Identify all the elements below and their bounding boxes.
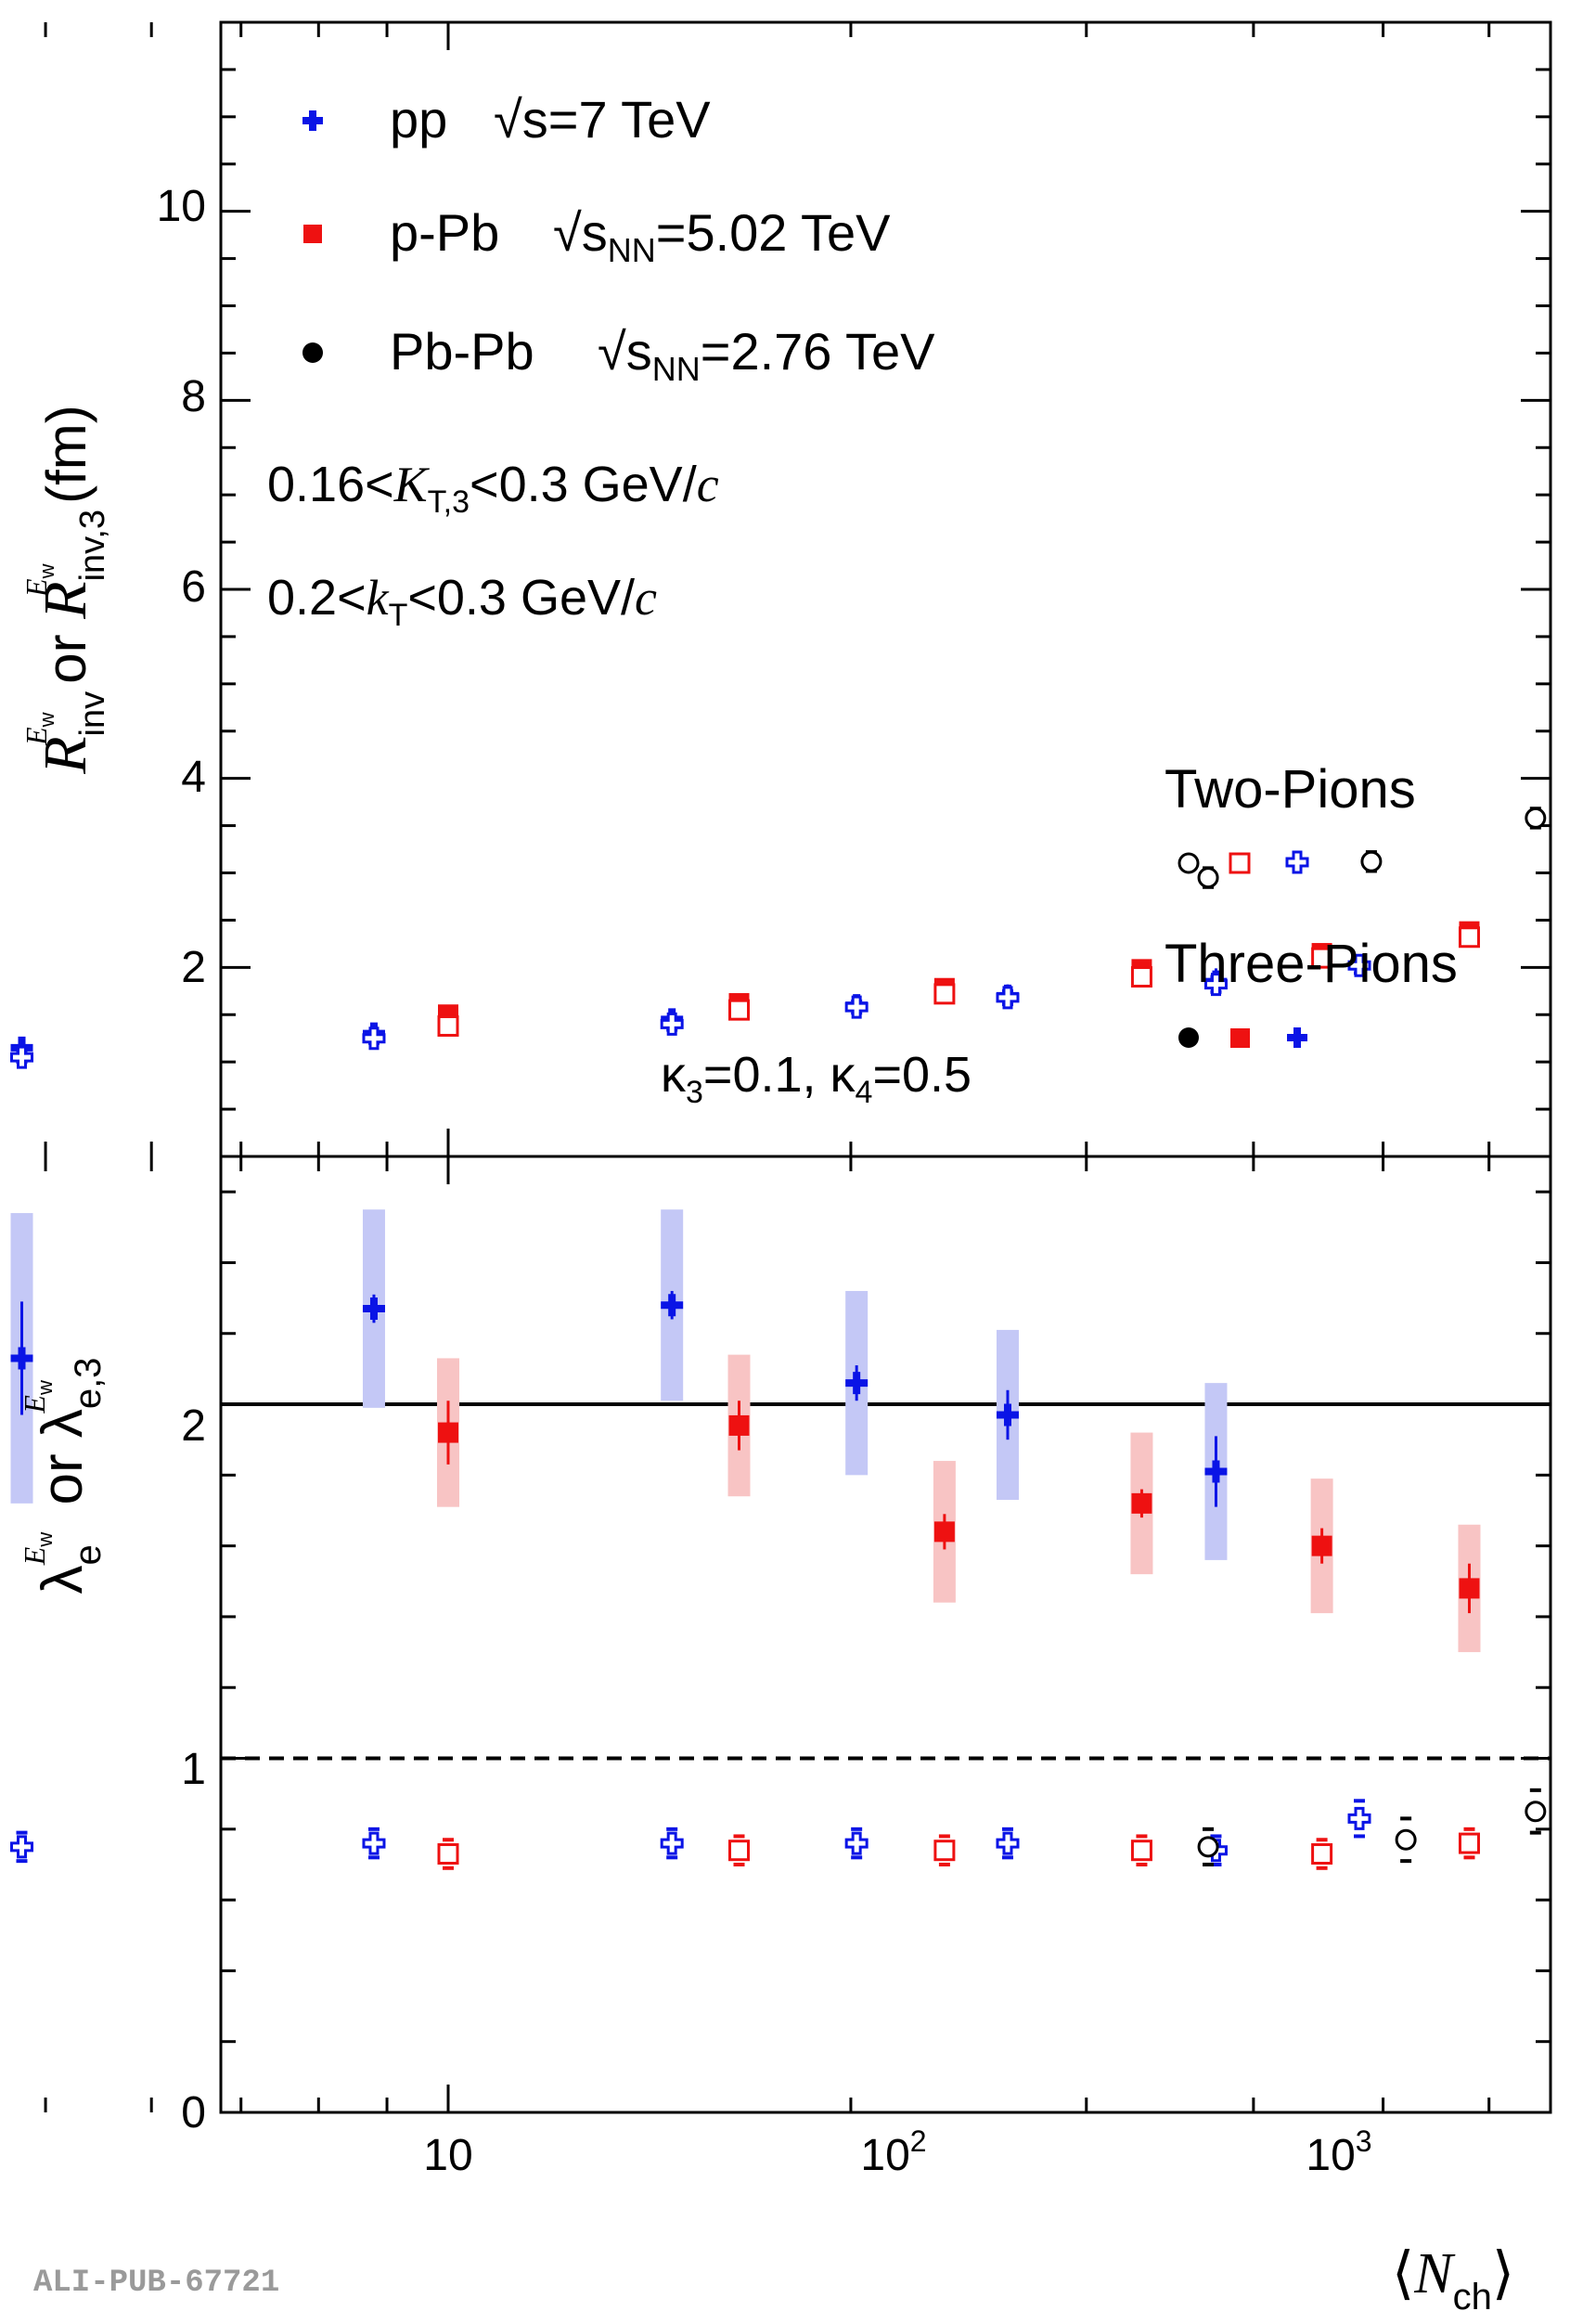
bottom-y-axis-title: λeEw or λe,3Ew bbox=[18, 1358, 109, 1595]
data-point-ppb-two-pion bbox=[728, 999, 751, 1021]
legend-marker-pp bbox=[302, 110, 323, 131]
data-point-ppb-two-pion bbox=[933, 983, 956, 1005]
data-point-ppb-three-pion bbox=[1459, 1578, 1480, 1599]
data-point-pp-two-pion bbox=[996, 986, 1020, 1010]
bottom-y-tick-labels: 0 1 2 bbox=[181, 1401, 206, 2137]
data-point-ppb-two-pion bbox=[437, 1014, 459, 1037]
data-point-pp-two-pion bbox=[660, 1831, 684, 1855]
bottom-y-tick-label: 2 bbox=[181, 1401, 206, 1451]
legend-marker-ppb bbox=[303, 225, 322, 243]
data-point-pp-two-pion bbox=[1347, 1806, 1371, 1830]
data-point-ppb-three-pion bbox=[1131, 1492, 1152, 1514]
data-point-ppb-two-pion bbox=[1311, 1843, 1333, 1866]
data-point-ppb-three-pion bbox=[728, 1414, 750, 1436]
bottom-y-tick-label: 0 bbox=[181, 2088, 206, 2137]
legend: pp √s=7 TeV p-Pb √sNN=5.02 TeV Pb-Pb √sN… bbox=[302, 90, 935, 388]
data-point-ppb-two-pion bbox=[437, 1843, 459, 1866]
top-y-tick-label: 8 bbox=[181, 372, 206, 421]
two-pions-label: Two-Pions bbox=[1165, 759, 1416, 820]
data-point-ppb-three-pion bbox=[438, 1422, 458, 1443]
data-point-ppb-three-pion bbox=[1311, 1535, 1332, 1556]
data-point-ppb-two-pion bbox=[1130, 966, 1152, 988]
data-point-ppb-two-pion bbox=[1458, 1832, 1480, 1854]
kappa-label: κ3=0.1, κ4=0.5 bbox=[661, 1047, 972, 1110]
data-point-pp-two-pion bbox=[10, 1835, 34, 1859]
bottom-y-tick-label: 1 bbox=[181, 1745, 206, 1794]
top-y-tick-labels: 2 4 6 8 10 bbox=[157, 182, 206, 992]
data-point-pp-two-pion bbox=[362, 1026, 386, 1051]
data-point-pbpb-two-pion bbox=[1395, 1828, 1417, 1851]
two-pion-marker-pp bbox=[1285, 850, 1309, 874]
legend-label-pbpb: Pb-Pb bbox=[390, 322, 534, 381]
data-point-pbpb-two-pion bbox=[1197, 867, 1219, 889]
data-point-ppb-two-pion bbox=[1311, 947, 1333, 969]
data-point-ppb-two-pion bbox=[933, 1840, 956, 1862]
top-y-tick-label: 10 bbox=[157, 182, 206, 231]
data-point-pp-two-pion bbox=[996, 1831, 1020, 1855]
data-point-pp-three-pion bbox=[10, 1347, 33, 1370]
data-point-pp-two-pion bbox=[844, 995, 869, 1019]
data-point-pp-two-pion bbox=[10, 1045, 34, 1069]
legend-energy-pp: √s=7 TeV bbox=[494, 90, 711, 148]
data-point-ppb-two-pion bbox=[728, 1840, 751, 1862]
data-point-pp-three-pion bbox=[996, 1403, 1019, 1427]
data-point-pbpb-two-pion bbox=[1360, 850, 1383, 872]
data-markers bbox=[10, 807, 1547, 1866]
top-y-tick-label: 6 bbox=[181, 562, 206, 612]
axis-ticks bbox=[44, 20, 1551, 2114]
legend-label-pp: pp bbox=[390, 90, 447, 148]
data-point-pp-two-pion bbox=[362, 1831, 386, 1855]
x-tick-label: 10 bbox=[423, 2131, 472, 2180]
three-pions-label: Three-Pions bbox=[1165, 934, 1458, 994]
legend-energy-pbpb: √sNN=2.76 TeV bbox=[598, 322, 935, 388]
three-pion-marker-ppb bbox=[1230, 1028, 1250, 1048]
legend-marker-pbpb bbox=[302, 342, 323, 363]
watermark: ALI-PUB-67721 bbox=[33, 2266, 279, 2301]
data-point-pbpb-two-pion bbox=[1197, 1836, 1219, 1858]
top-y-axis-title: RinvEw or Rinv,3Ew (fm) bbox=[19, 405, 112, 775]
three-pion-marker-pbpb bbox=[1178, 1027, 1199, 1048]
two-pion-marker-ppb bbox=[1229, 852, 1251, 874]
kt3-cut-label: 0.16<KT,3<0.3 GeV/c bbox=[267, 457, 719, 520]
data-point-ppb-two-pion bbox=[1130, 1840, 1152, 1862]
top-y-tick-label: 4 bbox=[181, 753, 206, 802]
legend-energy-ppb: √sNN=5.02 TeV bbox=[553, 203, 891, 269]
data-point-pp-two-pion bbox=[1347, 953, 1371, 977]
data-point-pp-three-pion bbox=[661, 1294, 684, 1317]
data-point-pp-three-pion bbox=[1204, 1460, 1228, 1483]
kt-cut-label: 0.2<kT<0.3 GeV/c bbox=[267, 570, 657, 633]
data-point-pbpb-two-pion bbox=[1525, 1801, 1547, 1823]
x-axis-title: ⟨Nch⟩ bbox=[1392, 2241, 1514, 2318]
data-point-pp-three-pion bbox=[362, 1298, 385, 1321]
data-point-ppb-two-pion bbox=[1458, 926, 1480, 949]
bottom-panel-frame bbox=[219, 1155, 1552, 2114]
data-point-pbpb-two-pion bbox=[1525, 807, 1547, 829]
data-point-pp-three-pion bbox=[845, 1372, 869, 1395]
pion-legend: Two-Pions Three-Pions bbox=[1165, 759, 1458, 1048]
data-point-ppb-three-pion bbox=[933, 1521, 955, 1543]
two-pion-marker-pbpb bbox=[1178, 852, 1200, 874]
data-point-pp-two-pion bbox=[1203, 973, 1228, 997]
top-y-tick-label: 2 bbox=[181, 943, 206, 992]
legend-label-ppb: p-Pb bbox=[390, 203, 499, 262]
three-pion-marker-pp bbox=[1287, 1027, 1307, 1048]
data-point-pp-two-pion bbox=[660, 1012, 684, 1036]
data-point-pp-two-pion bbox=[844, 1831, 869, 1855]
